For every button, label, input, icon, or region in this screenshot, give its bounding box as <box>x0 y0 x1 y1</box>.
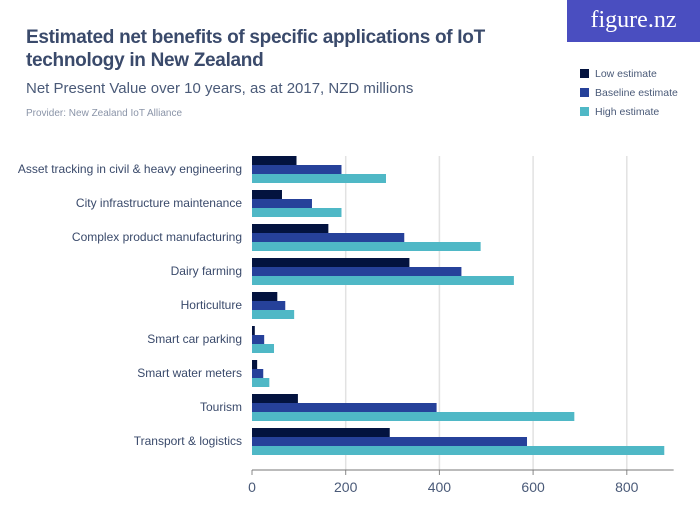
bar-baseline-estimate <box>252 369 264 378</box>
category-label: Dairy farming <box>171 264 242 278</box>
bar-baseline-estimate <box>252 437 528 446</box>
legend-item-low: Low estimate <box>580 64 678 83</box>
legend: Low estimate Baseline estimate High esti… <box>580 64 678 121</box>
legend-swatch <box>580 88 589 97</box>
category-label: Asset tracking in civil & heavy engineer… <box>18 162 242 176</box>
x-tick-label: 800 <box>615 479 639 495</box>
legend-label: Low estimate <box>595 67 657 80</box>
chart-subtitle: Net Present Value over 10 years, as at 2… <box>26 80 414 97</box>
bar-low-estimate <box>252 258 410 267</box>
x-tick-label: 200 <box>334 479 358 495</box>
bar-low-estimate <box>252 360 258 369</box>
bar-low-estimate <box>252 394 298 403</box>
bar-high-estimate <box>252 378 270 387</box>
bar-baseline-estimate <box>252 403 437 412</box>
x-tick-label: 600 <box>521 479 545 495</box>
legend-label: Baseline estimate <box>595 86 678 99</box>
category-label: Horticulture <box>181 298 243 312</box>
bar-low-estimate <box>252 224 329 233</box>
bar-baseline-estimate <box>252 335 265 344</box>
bar-low-estimate <box>252 292 278 301</box>
legend-label: High estimate <box>595 105 660 118</box>
bar-baseline-estimate <box>252 267 462 276</box>
x-tick-label: 0 <box>248 479 256 495</box>
category-label: Smart water meters <box>137 366 242 380</box>
bar-high-estimate <box>252 344 275 353</box>
bar-high-estimate <box>252 446 665 455</box>
chart-title: Estimated net benefits of specific appli… <box>26 27 485 71</box>
bar-baseline-estimate <box>252 233 405 242</box>
bar-high-estimate <box>252 310 295 319</box>
legend-item-baseline: Baseline estimate <box>580 83 678 102</box>
legend-swatch <box>580 69 589 78</box>
bar-high-estimate <box>252 276 514 285</box>
category-label: Smart car parking <box>147 332 242 346</box>
legend-item-high: High estimate <box>580 102 678 121</box>
bar-low-estimate <box>252 190 282 199</box>
bar-low-estimate <box>252 156 297 165</box>
category-label: City infrastructure maintenance <box>76 196 242 210</box>
bar-high-estimate <box>252 174 386 183</box>
bar-high-estimate <box>252 208 342 217</box>
bar-low-estimate <box>252 428 390 437</box>
category-label: Complex product manufacturing <box>72 230 242 244</box>
bar-low-estimate <box>252 326 255 335</box>
bar-baseline-estimate <box>252 165 342 174</box>
bar-high-estimate <box>252 412 575 421</box>
chart-provider: Provider: New Zealand IoT Alliance <box>26 108 183 119</box>
legend-swatch <box>580 107 589 116</box>
bar-baseline-estimate <box>252 301 286 310</box>
figure-nz-logo: figure.nz <box>567 0 700 42</box>
x-tick-label: 400 <box>428 479 452 495</box>
category-label: Tourism <box>200 400 242 414</box>
bar-baseline-estimate <box>252 199 312 208</box>
category-label: Transport & logistics <box>134 434 242 448</box>
bar-high-estimate <box>252 242 481 251</box>
